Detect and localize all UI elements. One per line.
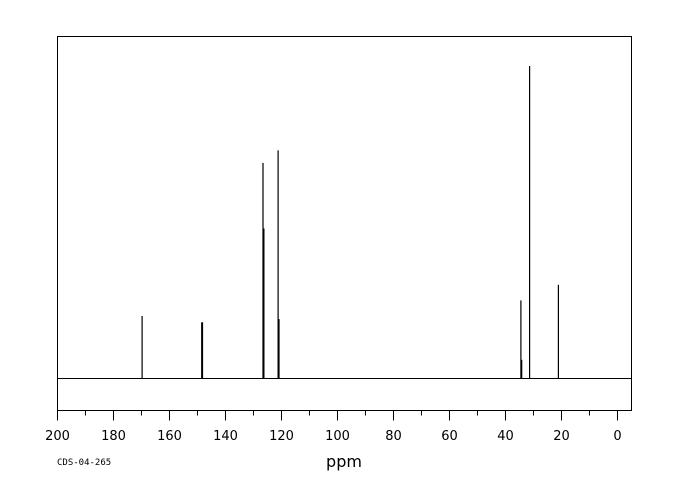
x-tick-label-20: 20 <box>553 429 570 444</box>
x-axis-ticks: 200 180 160 140 120 100 80 60 40 20 0 <box>45 410 622 444</box>
plot-frame <box>57 36 632 411</box>
peaks-group <box>141 66 560 379</box>
spectrum-code: CDS-04-265 <box>57 458 111 468</box>
x-tick-label-120: 120 <box>269 429 294 444</box>
x-axis-title: ppm <box>326 452 362 471</box>
x-tick-label-0: 0 <box>613 429 621 444</box>
x-tick-label-80: 80 <box>385 429 402 444</box>
x-tick-label-180: 180 <box>101 429 126 444</box>
x-tick-label-100: 100 <box>325 429 350 444</box>
x-tick-label-200: 200 <box>45 429 70 444</box>
x-tick-label-60: 60 <box>441 429 458 444</box>
x-tick-label-40: 40 <box>497 429 514 444</box>
x-tick-label-140: 140 <box>213 429 238 444</box>
x-tick-label-160: 160 <box>157 429 182 444</box>
